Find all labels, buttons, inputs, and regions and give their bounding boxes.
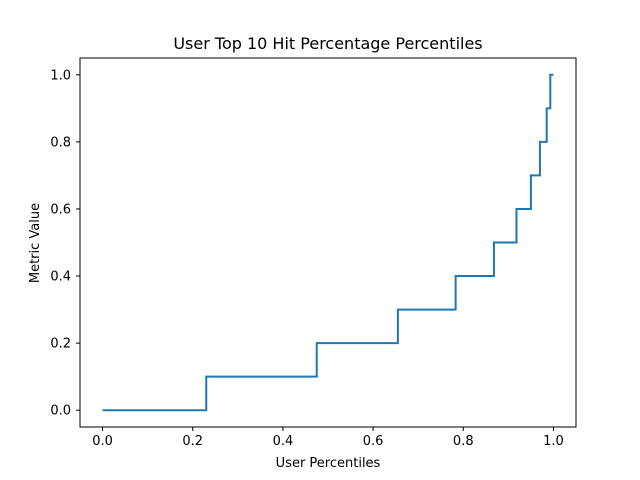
x-axis-ticks: 0.0 0.2 0.4 0.6 0.8 1.0 [92,427,564,449]
y-axis-label: Metric Value [28,203,43,283]
x-tick-label: 0.4 [273,434,294,449]
y-tick-label: 1.0 [50,68,71,83]
chart-title: User Top 10 Hit Percentage Percentiles [173,34,482,53]
y-tick-label: 0.6 [50,202,71,217]
x-tick-label: 0.0 [92,434,113,449]
y-tick-label: 0.0 [50,404,71,419]
x-tick-label: 1.0 [543,434,564,449]
y-tick-label: 0.4 [50,270,71,285]
x-tick-label: 0.6 [363,434,384,449]
x-tick-label: 0.2 [182,434,203,449]
x-axis-label: User Percentiles [276,456,381,471]
y-tick-label: 0.2 [50,337,71,352]
y-axis-ticks: 0.0 0.2 0.4 0.6 0.8 1.0 [50,68,80,419]
plot-frame [79,57,577,428]
plot-area [102,73,554,412]
series-line [102,73,554,412]
y-tick-label: 0.8 [50,135,71,150]
x-tick-label: 0.8 [453,434,474,449]
